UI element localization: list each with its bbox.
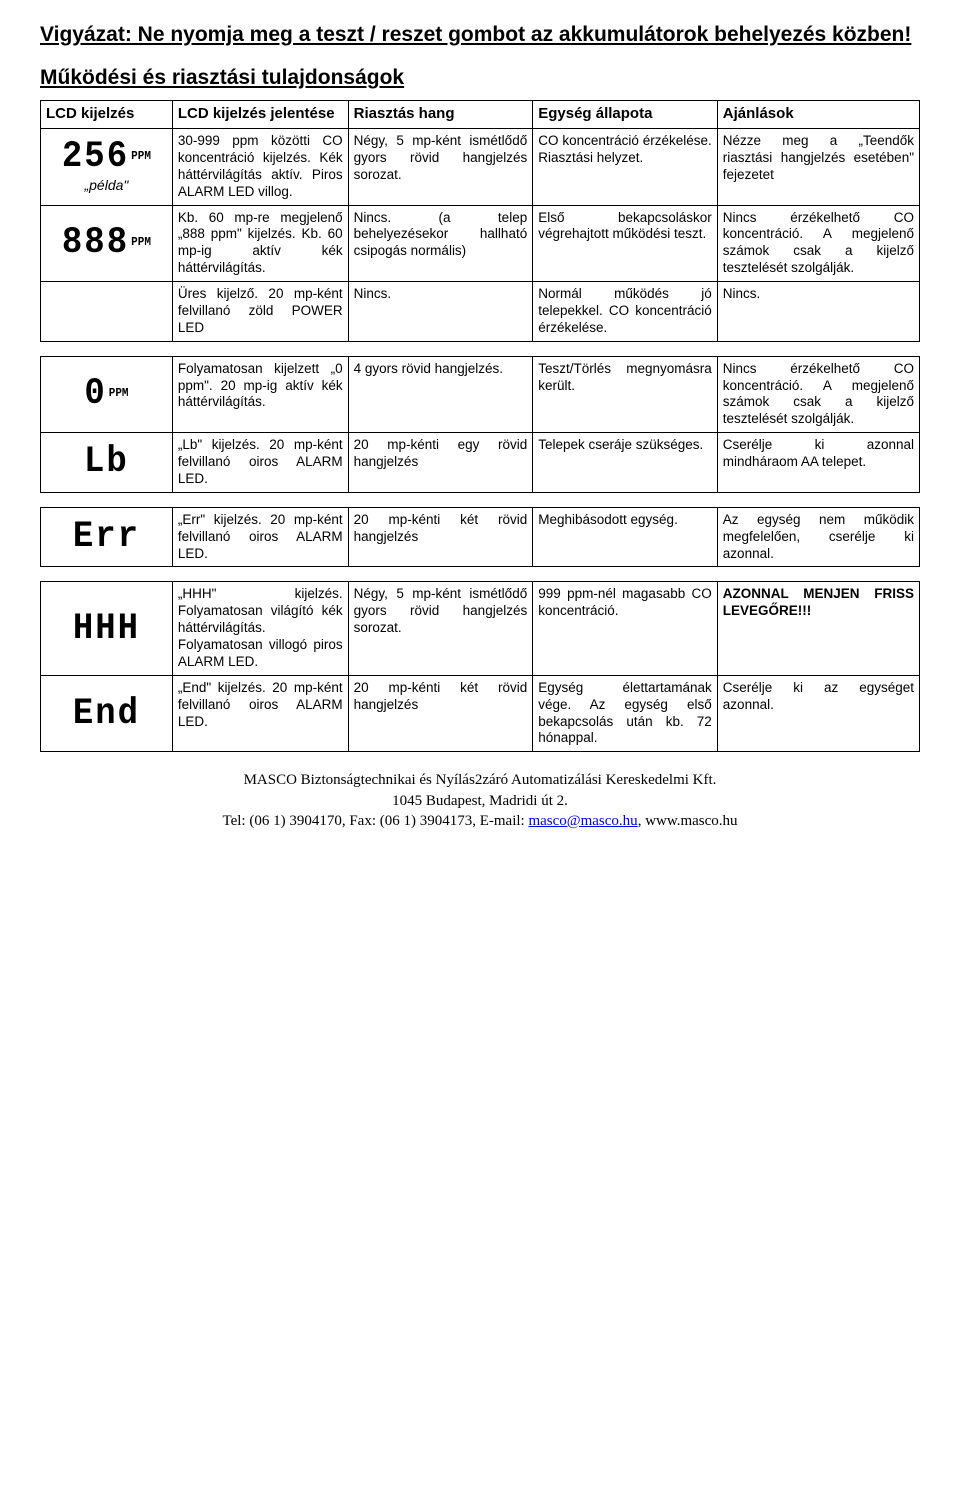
table-cell: Üres kijelző. 20 mp-ként felvillanó zöld… [172, 282, 348, 342]
header-status: Egység állapota [533, 101, 718, 129]
display-table-4: HHH „HHH" kijelzés. Folyamatosan világító… [40, 581, 920, 752]
lcd-cell: Err [41, 507, 173, 567]
table-cell: AZONNAL MENJEN FRISS LEVEGŐRE!!! [717, 582, 919, 675]
display-table-3: Err „Err" kijelzés. 20 mp-ként felvillanó… [40, 507, 920, 568]
table-row: 0PPM Folyamatosan kijelzett „0 ppm". 20 m… [41, 356, 920, 433]
table-cell: Normál működés jó telepekkel. CO koncent… [533, 282, 718, 342]
table-cell: Kb. 60 mp-re megjelenő „888 ppm" kijelzé… [172, 205, 348, 282]
footer-line1b: záró Automatizálási Kereskedelmi Kft. [482, 772, 716, 788]
lcd-display: End [73, 695, 140, 732]
table-row: Üres kijelző. 20 mp-ként felvillanó zöld… [41, 282, 920, 342]
lcd-display: 888PPM [62, 225, 151, 262]
table-cell: „Lb" kijelzés. 20 mp-ként felvillanó oir… [172, 433, 348, 493]
table-cell: Nincs érzékelhető CO koncentráció. A meg… [717, 356, 919, 433]
lcd-cell: 0PPM [41, 356, 173, 433]
table-cell: Telepek cseráje szükséges. [533, 433, 718, 493]
lcd-caption: „példa" [43, 177, 170, 195]
footer-email-link[interactable]: masco@masco.hu [528, 813, 637, 829]
table-cell: Négy, 5 mp-ként ismétlődő gyors rövid ha… [348, 129, 533, 206]
section-title: Működési és riasztási tulajdonságok [40, 66, 920, 90]
warning-heading: Vigyázat: Ne nyomja meg a teszt / reszet… [40, 22, 920, 48]
table-cell: Cserélje ki azonnal mindháraom AA telepe… [717, 433, 919, 493]
display-table-2: 0PPM Folyamatosan kijelzett „0 ppm". 20 m… [40, 356, 920, 493]
table-cell: Folyamatosan kijelzett „0 ppm". 20 mp-ig… [172, 356, 348, 433]
lcd-display: 0PPM [84, 376, 128, 413]
table-cell: CO koncentráció érzékelése. Riasztási he… [533, 129, 718, 206]
table-cell: „End" kijelzés. 20 mp-ként felvillanó oi… [172, 675, 348, 752]
table-cell: Cserélje ki az egységet azonnal. [717, 675, 919, 752]
ppm-label: PPM [131, 237, 151, 250]
lcd-cell: HHH [41, 582, 173, 675]
lcd-cell [41, 282, 173, 342]
footer-line2: 1045 Budapest, Madridi út 2. [40, 791, 920, 811]
table-cell: Nézze meg a „Teendők riasztási hangjelzé… [717, 129, 919, 206]
header-sound: Riasztás hang [348, 101, 533, 129]
lcd-cell: End [41, 675, 173, 752]
table-row: Lb „Lb" kijelzés. 20 mp-ként felvillanó o… [41, 433, 920, 493]
header-rec: Ajánlások [717, 101, 919, 129]
table-cell: Nincs. [717, 282, 919, 342]
lcd-cell: 256PPM „példa" [41, 129, 173, 206]
table-cell: „HHH" kijelzés. Folyamatosan világító ké… [172, 582, 348, 675]
table-row: 256PPM „példa"30-999 ppm közötti CO konce… [41, 129, 920, 206]
table-cell: Egység élettartamának vége. Az egység el… [533, 675, 718, 752]
table-cell: 4 gyors rövid hangjelzés. [348, 356, 533, 433]
footer-line3-pre: Tel: (06 1) 3904170, Fax: (06 1) 3904173… [222, 813, 528, 829]
display-table-1: LCD kijelzés LCD kijelzés jelentése Rias… [40, 100, 920, 341]
table-cell: Teszt/Törlés megnyomásra került. [533, 356, 718, 433]
table-cell: Meghibásodott egység. [533, 507, 718, 567]
table-cell: Nincs érzékelhető CO koncentráció. A meg… [717, 205, 919, 282]
lcd-display: Lb [84, 444, 129, 481]
lcd-cell: Lb [41, 433, 173, 493]
page-footer: MASCO Biztonságtechnikai és Nyílás2záró … [40, 770, 920, 831]
table-cell: „Err" kijelzés. 20 mp-ként felvillanó oi… [172, 507, 348, 567]
table-cell: 20 mp-kénti két rövid hangjelzés [348, 507, 533, 567]
table-cell: 20 mp-kénti két rövid hangjelzés [348, 675, 533, 752]
footer-url: www.masco.hu [645, 813, 737, 829]
lcd-display: 256PPM [62, 138, 151, 175]
lcd-cell: 888PPM [41, 205, 173, 282]
header-lcd: LCD kijelzés [41, 101, 173, 129]
lcd-display: Err [73, 518, 140, 555]
ppm-label: PPM [109, 388, 129, 401]
table-header-row: LCD kijelzés LCD kijelzés jelentése Rias… [41, 101, 920, 129]
strong-warning: AZONNAL MENJEN FRISS LEVEGŐRE!!! [723, 586, 914, 618]
table-cell: 999 ppm-nél magasabb CO koncentráció. [533, 582, 718, 675]
table-cell: Nincs. (a telep behelyezésekor hallható … [348, 205, 533, 282]
table-row: 888PPM Kb. 60 mp-re megjelenő „888 ppm" k… [41, 205, 920, 282]
ppm-label: PPM [131, 150, 151, 163]
footer-line1a: MASCO Biztonságtechnikai és Nyílás [244, 772, 475, 788]
table-row: Err „Err" kijelzés. 20 mp-ként felvillanó… [41, 507, 920, 567]
table-cell: Az egység nem működik megfelelően, cseré… [717, 507, 919, 567]
table-row: End „End" kijelzés. 20 mp-ként felvillanó… [41, 675, 920, 752]
table-cell: Négy, 5 mp-ként ismétlődő gyors rövid ha… [348, 582, 533, 675]
table-cell: 20 mp-kénti egy rövid hangjelzés [348, 433, 533, 493]
table-cell: 30-999 ppm közötti CO koncentráció kijel… [172, 129, 348, 206]
table-row: HHH „HHH" kijelzés. Folyamatosan világító… [41, 582, 920, 675]
table-cell: Első bekapcsoláskor végrehajtott működés… [533, 205, 718, 282]
lcd-display: HHH [73, 610, 140, 647]
table-cell: Nincs. [348, 282, 533, 342]
header-meaning: LCD kijelzés jelentése [172, 101, 348, 129]
